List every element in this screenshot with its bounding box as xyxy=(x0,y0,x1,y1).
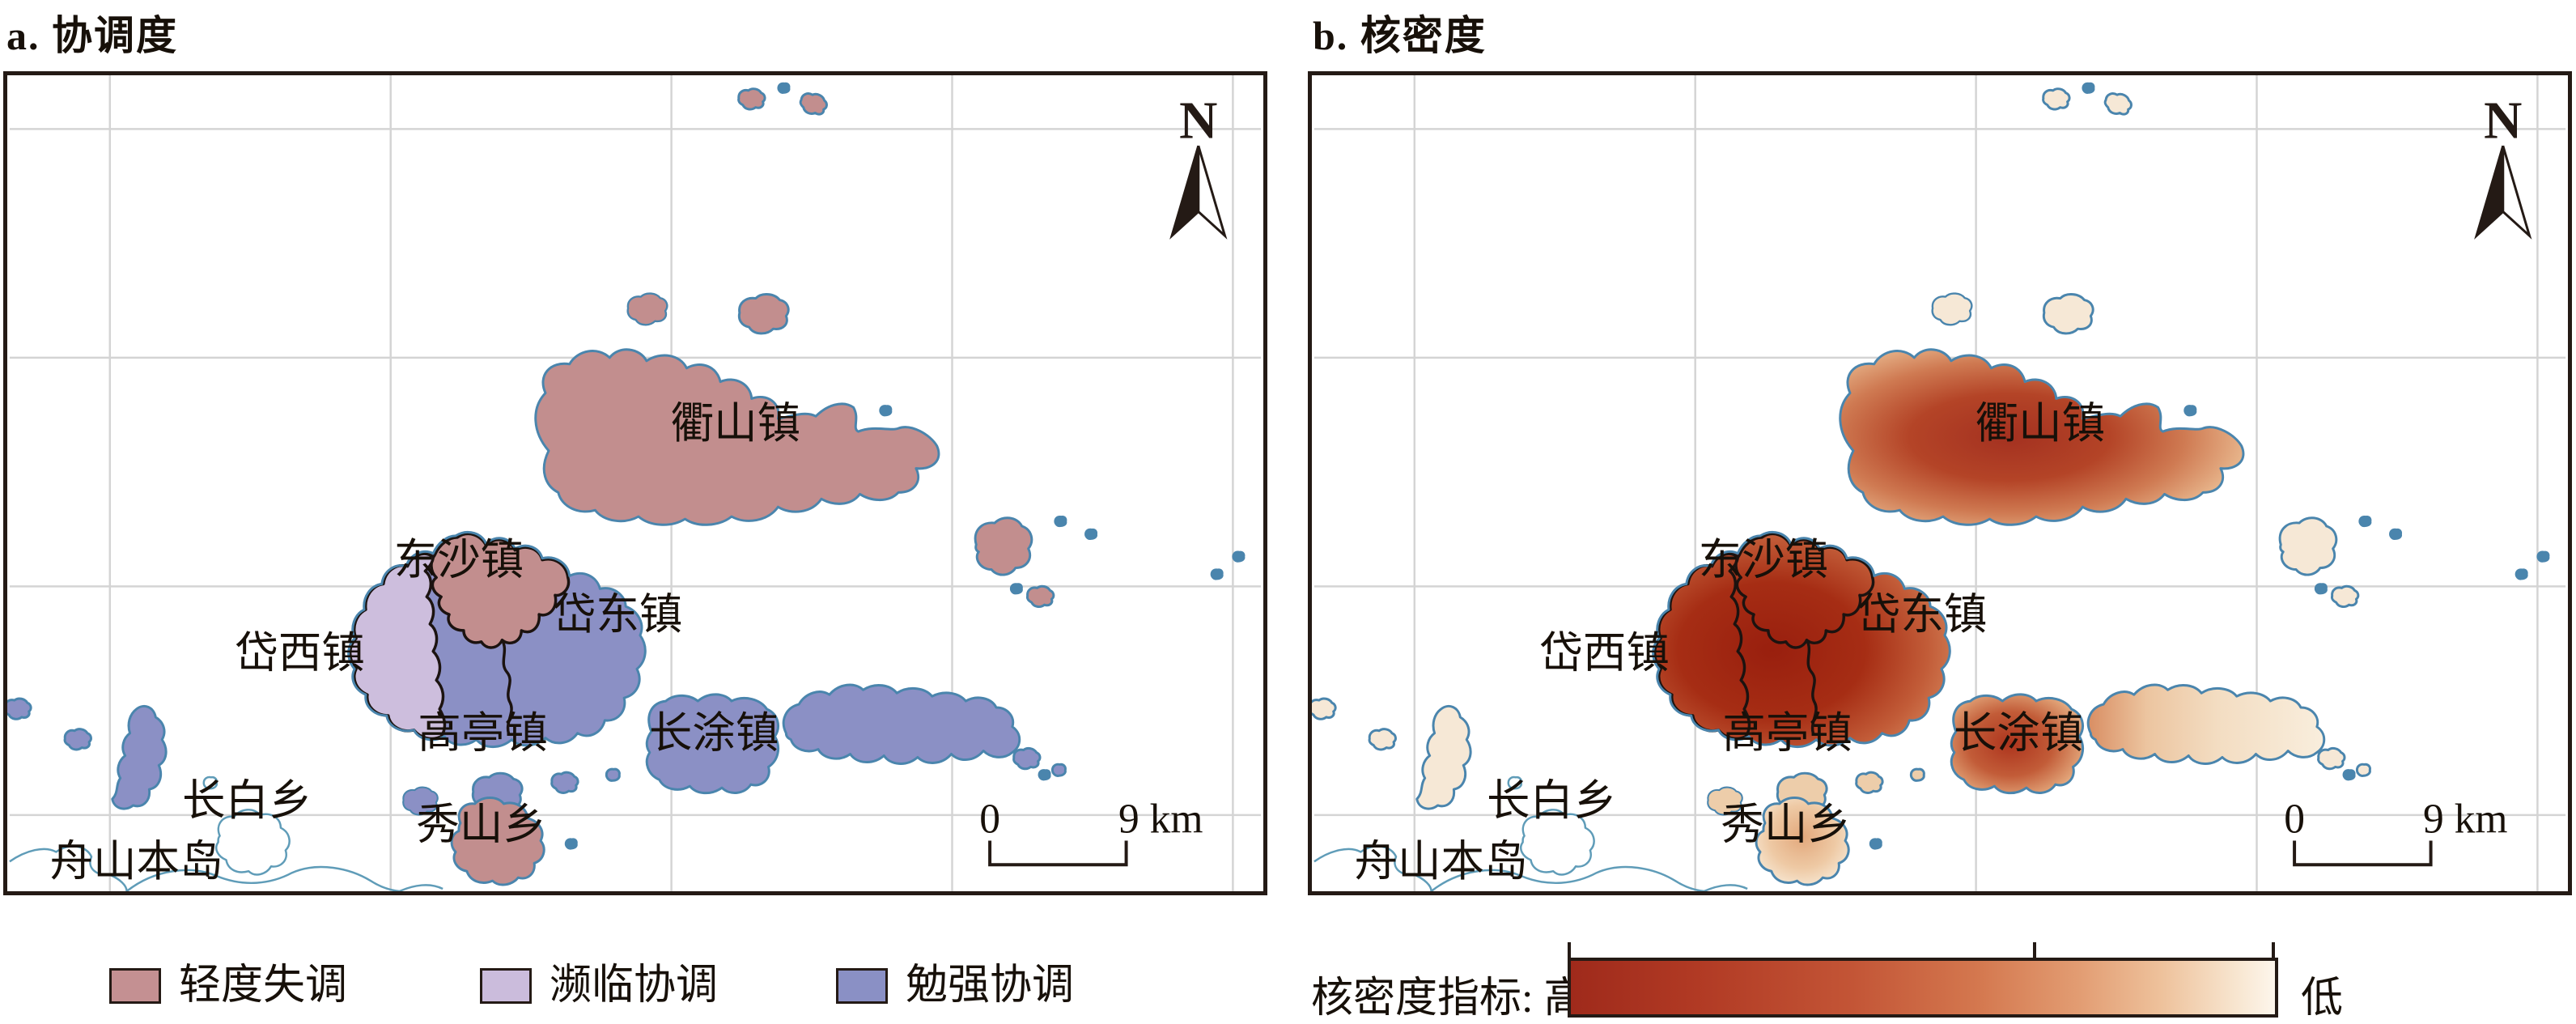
island-elongated xyxy=(111,704,168,810)
map-b-canvas: 衢山镇 东沙镇 岱东镇 岱西镇 高亭镇 长涂镇 长白乡 秀山乡 舟山本岛 N 0… xyxy=(1312,75,2567,891)
scale-bracket xyxy=(988,839,1128,867)
scale-start-label: 0 xyxy=(979,797,1000,843)
islet xyxy=(879,405,893,417)
map-label-xiushan: 秀山乡 xyxy=(1721,801,1851,849)
map-label-qushan: 衢山镇 xyxy=(1975,399,2106,448)
north-arrow-icon xyxy=(2475,144,2531,237)
islet xyxy=(626,292,668,326)
scale-bar: 0 9 km xyxy=(2284,797,2507,867)
gradient-tick xyxy=(2033,942,2036,958)
map-label-xiushan: 秀山乡 xyxy=(416,801,546,849)
map-label-gaoting: 高亭镇 xyxy=(1722,709,1852,758)
map-panel-a: 衢山镇 东沙镇 岱东镇 岱西镇 高亭镇 长涂镇 长白乡 秀山乡 舟山本岛 N 0… xyxy=(3,71,1267,895)
map-label-zhoushan: 舟山本岛 xyxy=(49,837,223,886)
islet xyxy=(1210,568,1224,580)
legend-item-near-coordination: 濒临协调 xyxy=(480,960,718,1012)
map-label-zhoushan: 舟山本岛 xyxy=(1354,837,1527,886)
scale-end-label: 9 km xyxy=(1118,797,1203,843)
islet xyxy=(1869,838,1882,850)
islet xyxy=(1050,763,1067,777)
legend-swatch-near-coordination xyxy=(480,968,532,1004)
density-legend-title: 核密度指标: 高 xyxy=(1311,975,1586,1022)
north-arrow-icon xyxy=(1170,144,1226,237)
islet xyxy=(7,697,32,720)
map-a-canvas: 衢山镇 东沙镇 岱东镇 岱西镇 高亭镇 长涂镇 长白乡 秀山乡 舟山本岛 N 0… xyxy=(7,75,1263,891)
map-panel-b: 衢山镇 东沙镇 岱东镇 岱西镇 高亭镇 长涂镇 长白乡 秀山乡 舟山本岛 N 0… xyxy=(1308,71,2572,895)
islet xyxy=(2101,89,2135,119)
legend-label-mild-disorder: 轻度失调 xyxy=(179,962,348,1009)
islet xyxy=(974,516,1033,576)
islet xyxy=(2042,293,2094,335)
islet xyxy=(2330,584,2360,609)
north-label: N xyxy=(1179,91,1217,150)
islet xyxy=(2514,568,2528,580)
islet xyxy=(2342,769,2356,781)
scale-start-label: 0 xyxy=(2284,797,2305,843)
islet xyxy=(1009,583,1023,595)
islet xyxy=(796,89,830,119)
islet xyxy=(2082,82,2095,94)
islet xyxy=(1931,292,1973,326)
islet xyxy=(1855,771,1884,794)
islet xyxy=(2042,87,2071,111)
gradient-tick xyxy=(2272,942,2275,958)
islet xyxy=(1038,769,1051,781)
islet xyxy=(1312,697,1337,720)
islet xyxy=(550,771,579,794)
islet xyxy=(1012,746,1042,771)
legend-item-mild-disorder: 轻度失调 xyxy=(109,960,347,1012)
islet xyxy=(737,87,766,111)
islet xyxy=(564,838,578,850)
legend-swatch-mild-disorder xyxy=(109,968,161,1004)
density-gradient-bar xyxy=(1568,958,2278,1018)
islet xyxy=(777,82,791,94)
map-label-daixi: 岱西镇 xyxy=(1539,628,1670,677)
island-changtu-east xyxy=(782,683,1021,765)
map-label-daidong: 岱东镇 xyxy=(1857,590,1988,639)
scale-end-label: 9 km xyxy=(2423,797,2507,843)
north-label: N xyxy=(2484,91,2522,150)
islet xyxy=(2278,516,2338,576)
gradient-tick xyxy=(1568,942,1571,958)
legend-swatch-barely-coordination xyxy=(836,968,888,1004)
map-label-daixi: 岱西镇 xyxy=(235,628,365,677)
islet xyxy=(1084,528,1098,541)
island-changtu-east-density xyxy=(2086,683,2326,765)
islet xyxy=(2183,405,2197,417)
density-low-label: 低 xyxy=(2301,975,2344,1022)
islet xyxy=(1909,767,1925,782)
map-label-dongsha: 东沙镇 xyxy=(394,535,524,584)
islet xyxy=(63,728,92,751)
islet xyxy=(2536,550,2550,563)
islet xyxy=(2358,515,2372,528)
islet xyxy=(2355,763,2371,777)
islet xyxy=(2389,528,2403,541)
scale-bar: 0 9 km xyxy=(979,797,1203,867)
map-label-changtu: 长涂镇 xyxy=(1954,709,2084,758)
islet xyxy=(1368,728,1397,751)
legend-item-barely-coordination: 勉强协调 xyxy=(836,960,1074,1012)
scale-bracket xyxy=(2293,839,2433,867)
panel-a-title: a. 协调度 xyxy=(6,13,178,58)
islet xyxy=(2314,583,2328,595)
map-label-changbai: 长白乡 xyxy=(1487,776,1617,825)
legend-label-near-coordination: 濒临协调 xyxy=(550,962,719,1009)
panel-b-title: b. 核密度 xyxy=(1313,13,1487,58)
map-label-changtu: 长涂镇 xyxy=(649,709,779,758)
islet xyxy=(1232,550,1246,563)
map-label-changbai: 长白乡 xyxy=(182,776,312,825)
islet xyxy=(605,767,621,782)
north-arrow: N xyxy=(2475,91,2531,237)
map-label-dongsha: 东沙镇 xyxy=(1699,535,1829,584)
legend-label-barely-coordination: 勉强协调 xyxy=(906,962,1075,1009)
map-label-gaoting: 高亭镇 xyxy=(418,709,548,758)
north-arrow: N xyxy=(1170,91,1226,237)
map-label-daidong: 岱东镇 xyxy=(553,590,683,639)
islet xyxy=(1054,515,1067,528)
islet xyxy=(2317,746,2346,771)
islet xyxy=(737,293,790,335)
island-elongated xyxy=(1415,704,1472,810)
islet xyxy=(1025,584,1055,609)
map-label-qushan: 衢山镇 xyxy=(671,399,801,448)
